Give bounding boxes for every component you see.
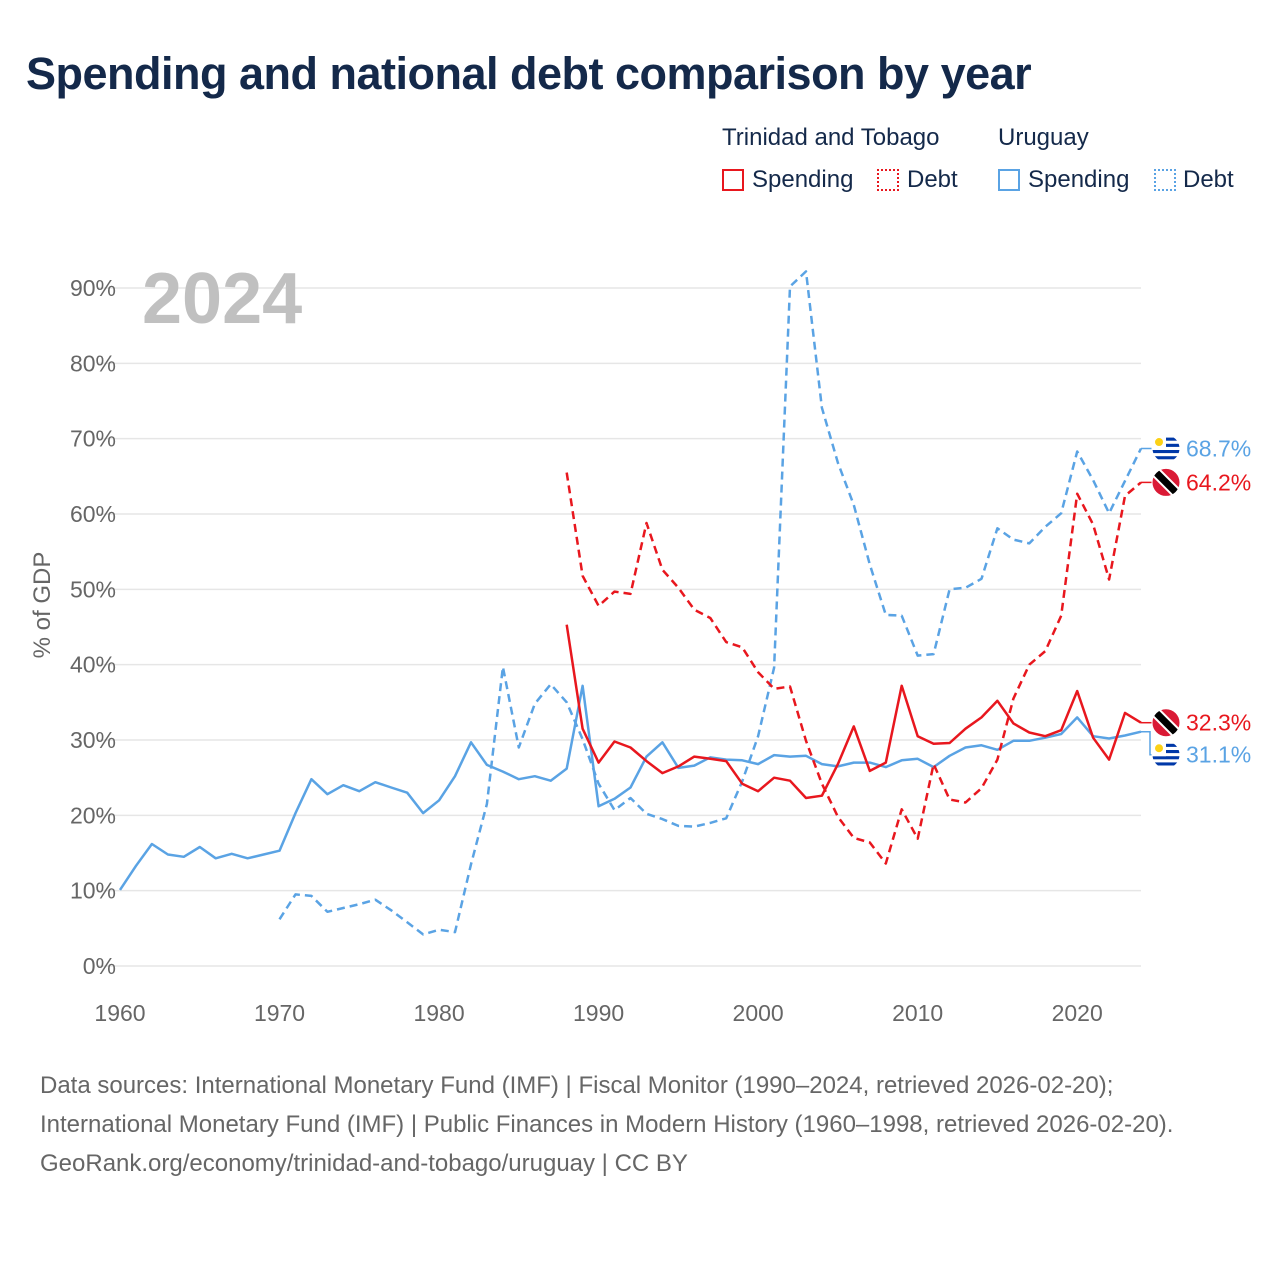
y-tick-label: 60% — [70, 501, 116, 527]
series-line-trinidad-and-tobago-debt[interactable] — [565, 472, 1142, 865]
y-tick-label: 90% — [70, 275, 116, 301]
y-tick-label: 30% — [70, 727, 116, 753]
legend-label-uy-spending[interactable]: Spending — [1028, 166, 1130, 193]
legend-label-uy-debt[interactable]: Debt — [1183, 166, 1234, 193]
legend-swatch-uy-spending — [998, 169, 1020, 191]
x-tick-label: 1960 — [94, 1000, 145, 1026]
y-axis-label: % of GDP — [29, 552, 56, 659]
y-tick-label: 70% — [70, 426, 116, 452]
footer: Data sources: International Monetary Fun… — [40, 1066, 1240, 1183]
legend-swatch-tt-debt — [877, 169, 899, 191]
gridlines — [97, 287, 1141, 967]
end-label-leader — [1141, 730, 1152, 756]
x-tick-label: 2010 — [892, 1000, 943, 1026]
credit-link[interactable]: GeoRank.org/economy/trinidad-and-tobago/… — [40, 1150, 688, 1177]
end-value-label: 64.2% — [1186, 469, 1251, 495]
y-tick-label: 50% — [70, 576, 116, 602]
y-tick-label: 20% — [70, 802, 116, 828]
y-tick-label: 40% — [70, 652, 116, 678]
end-value-label: 32.3% — [1186, 710, 1251, 736]
legend-label-tt-spending[interactable]: Spending — [752, 166, 854, 193]
y-tick-label: 10% — [70, 878, 116, 904]
data-sources: Data sources: International Monetary Fun… — [40, 1072, 1174, 1138]
series — [118, 270, 1143, 936]
series-line-uruguay-spending[interactable] — [118, 684, 1142, 891]
x-tick-label: 1980 — [413, 1000, 464, 1026]
legend-swatch-tt-spending — [722, 169, 744, 191]
trinidad-flag-icon — [1151, 467, 1181, 497]
legend-swatch-uy-debt — [1154, 169, 1176, 191]
end-value-label: 31.1% — [1186, 742, 1251, 768]
chart-title: Spending and national debt comparison by… — [26, 48, 1032, 99]
end-value-label: 68.7% — [1186, 435, 1251, 461]
end-labels: 68.7% 64.2% 32.3% 31.1% — [1141, 434, 1251, 770]
legend-group-title-uy: Uruguay — [998, 124, 1089, 151]
y-tick-label: 80% — [70, 350, 116, 376]
trinidad-flag-icon — [1151, 708, 1181, 738]
axes: 0% 10% 20% 30% 40% 50% 60% 70% 80% 90% 1960 1970 198… — [70, 275, 1103, 1026]
year-label: 2024 — [142, 259, 302, 339]
uruguay-flag-icon — [1151, 434, 1181, 463]
legend-group-title-tt: Trinidad and Tobago — [722, 124, 940, 151]
x-tick-label: 1970 — [254, 1000, 305, 1026]
line-chart: 0% 10% 20% 30% 40% 50% 60% 70% 80% 90% 1960 1970 198… — [29, 259, 1251, 1026]
x-tick-label: 1990 — [573, 1000, 624, 1026]
x-tick-label: 2020 — [1052, 1000, 1103, 1026]
series-line-uruguay-debt[interactable] — [278, 270, 1143, 936]
x-tick-label: 2000 — [733, 1000, 784, 1026]
legend-label-tt-debt[interactable]: Debt — [907, 166, 958, 193]
y-tick-label: 0% — [83, 953, 116, 979]
uruguay-flag-icon — [1151, 740, 1181, 770]
series-line-trinidad-and-tobago-spending[interactable] — [565, 624, 1142, 800]
